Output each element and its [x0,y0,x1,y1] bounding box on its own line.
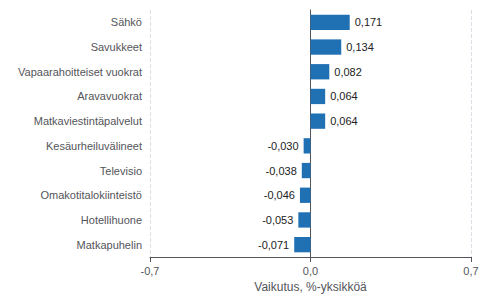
svg-text:-0,046: -0,046 [264,189,295,201]
svg-text:0,134: 0,134 [346,41,374,53]
svg-text:-0,071: -0,071 [258,239,289,251]
svg-text:Omakotitalokiinteistö: Omakotitalokiinteistö [41,189,143,201]
svg-text:Vaikutus, %-yksikköä: Vaikutus, %-yksikköä [254,280,367,294]
svg-text:0,171: 0,171 [355,16,383,28]
svg-text:Sähkö: Sähkö [111,16,142,28]
svg-text:Aravavuokrat: Aravavuokrat [77,90,142,102]
svg-text:0,064: 0,064 [330,115,358,127]
svg-text:Vapaarahoitteiset vuokrat: Vapaarahoitteiset vuokrat [18,66,142,78]
svg-text:0,064: 0,064 [330,90,358,102]
svg-text:-0,038: -0,038 [266,165,297,177]
svg-text:Savukkeet: Savukkeet [91,41,142,53]
svg-text:0,7: 0,7 [463,265,478,277]
svg-text:Kesäurheiluvälineet: Kesäurheiluvälineet [46,140,142,152]
svg-text:Hotellihuone: Hotellihuone [81,214,142,226]
svg-text:0,0: 0,0 [303,265,318,277]
svg-text:-0,053: -0,053 [262,214,293,226]
svg-text:-0,7: -0,7 [141,265,160,277]
svg-text:-0,030: -0,030 [267,140,298,152]
svg-text:Matkaviestintäpalvelut: Matkaviestintäpalvelut [34,115,142,127]
svg-text:0,082: 0,082 [334,66,362,78]
svg-text:Televisio: Televisio [100,165,142,177]
svg-text:Matkapuhelin: Matkapuhelin [77,239,142,251]
